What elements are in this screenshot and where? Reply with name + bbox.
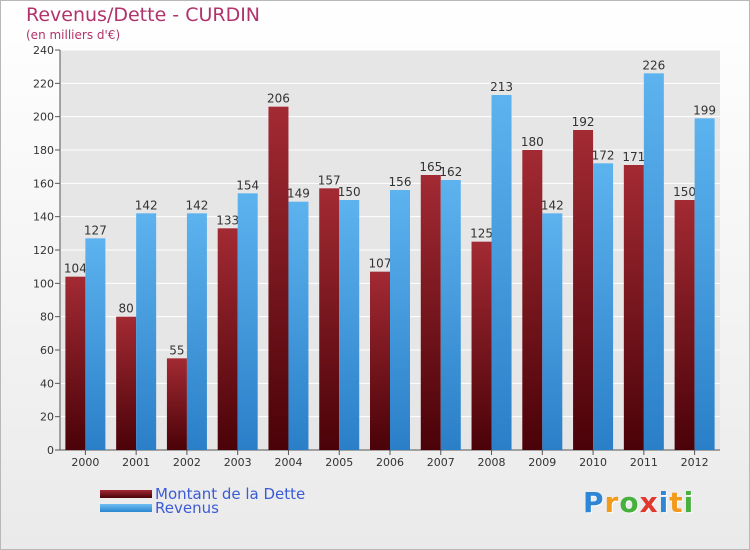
bar-dette [217, 228, 238, 450]
data-label-revenus: 142 [135, 198, 158, 212]
bar-revenus [440, 180, 461, 450]
data-label-dette: 206 [267, 92, 290, 106]
y-tick-label: 140 [33, 211, 54, 224]
logo-letter: i [683, 486, 695, 519]
bar-revenus [288, 201, 309, 450]
bar-revenus [491, 95, 512, 450]
bar-revenus [542, 213, 563, 450]
bar-revenus [186, 213, 207, 450]
bar-revenus [339, 200, 360, 450]
y-tick-label: 20 [40, 411, 54, 424]
legend-swatch-revenus [100, 504, 152, 512]
data-label-dette: 180 [521, 135, 544, 149]
bar-revenus [593, 163, 614, 451]
legend-item-revenus: Revenus [100, 499, 219, 517]
bar-dette [116, 316, 137, 450]
data-label-revenus: 150 [338, 185, 361, 199]
legend-label-dette: Montant de la Dette [155, 485, 306, 503]
x-tick-label: 2000 [71, 456, 99, 469]
y-tick-label: 160 [33, 177, 54, 190]
bar-revenus [85, 238, 106, 450]
x-tick-label: 2004 [274, 456, 302, 469]
bar-revenus [390, 190, 410, 450]
x-tick-label: 2005 [325, 456, 353, 469]
y-tick-label: 200 [33, 111, 54, 124]
x-tick-label: 2007 [427, 456, 455, 469]
y-tick-label: 220 [33, 77, 54, 90]
legend-swatch-dette [100, 490, 152, 498]
logo-letter: i [658, 486, 670, 519]
data-label-revenus: 226 [642, 58, 665, 72]
bar-dette [319, 188, 340, 451]
data-label-revenus: 199 [693, 103, 716, 117]
bar-dette [268, 106, 289, 451]
data-label-dette: 80 [119, 302, 134, 316]
bar-dette [471, 241, 492, 450]
bar-revenus [694, 118, 715, 450]
bar-dette [573, 130, 594, 450]
data-label-revenus: 142 [185, 198, 208, 212]
logo-letter: r [604, 486, 620, 519]
bar-dette [166, 358, 187, 450]
bar-dette [420, 175, 441, 450]
legend-label-revenus: Revenus [155, 499, 219, 517]
data-label-dette: 192 [572, 115, 595, 129]
bar-dette [65, 276, 86, 450]
data-label-dette: 107 [369, 257, 392, 271]
bar-dette [370, 271, 390, 450]
data-label-revenus: 172 [592, 148, 615, 162]
chart-title: Revenus/Dette - CURDIN [26, 4, 261, 26]
data-label-dette: 150 [673, 185, 696, 199]
bar-dette [522, 150, 543, 450]
y-tick-label: 80 [40, 311, 54, 324]
x-tick-label: 2006 [376, 456, 404, 469]
data-label-dette: 133 [216, 213, 239, 227]
data-label-dette: 55 [169, 343, 184, 357]
proxiti-logo: Proxiti [583, 486, 694, 519]
y-tick-label: 60 [40, 344, 54, 357]
x-tick-label: 2008 [478, 456, 506, 469]
data-label-dette: 125 [470, 227, 493, 241]
legend-item-dette: Montant de la Dette [100, 485, 306, 503]
x-tick-label: 2002 [173, 456, 201, 469]
y-tick-label: 40 [40, 377, 54, 390]
bar-revenus [643, 73, 664, 450]
data-label-revenus: 213 [490, 80, 513, 94]
x-tick-label: 2010 [579, 456, 607, 469]
data-label-revenus: 156 [389, 175, 412, 189]
chart-subtitle: (en milliers d'€) [26, 28, 121, 42]
data-label-dette: 104 [64, 262, 87, 276]
bar-dette [623, 165, 644, 450]
y-tick-label: 240 [33, 44, 54, 57]
bar-dette [674, 200, 695, 450]
x-tick-label: 2011 [630, 456, 658, 469]
data-label-dette: 171 [622, 150, 645, 164]
logo-letter: x [639, 486, 659, 519]
y-tick-label: 100 [33, 277, 54, 290]
data-label-revenus: 127 [84, 223, 107, 237]
x-tick-label: 2001 [122, 456, 150, 469]
y-tick-label: 0 [47, 444, 54, 457]
y-tick-label: 180 [33, 144, 54, 157]
data-label-revenus: 142 [541, 198, 564, 212]
logo-letter: P [583, 486, 605, 519]
logo-letter: o [619, 486, 640, 519]
x-tick-label: 2012 [681, 456, 709, 469]
y-tick-label: 120 [33, 244, 54, 257]
bar-revenus [136, 213, 157, 450]
data-label-dette: 165 [419, 160, 442, 174]
data-label-revenus: 149 [287, 187, 310, 201]
logo-letter: t [669, 486, 684, 519]
data-label-revenus: 154 [236, 178, 259, 192]
x-tick-label: 2003 [224, 456, 252, 469]
data-label-dette: 157 [318, 173, 341, 187]
bar-revenus [237, 193, 258, 451]
x-tick-label: 2009 [528, 456, 556, 469]
data-label-revenus: 162 [439, 165, 462, 179]
